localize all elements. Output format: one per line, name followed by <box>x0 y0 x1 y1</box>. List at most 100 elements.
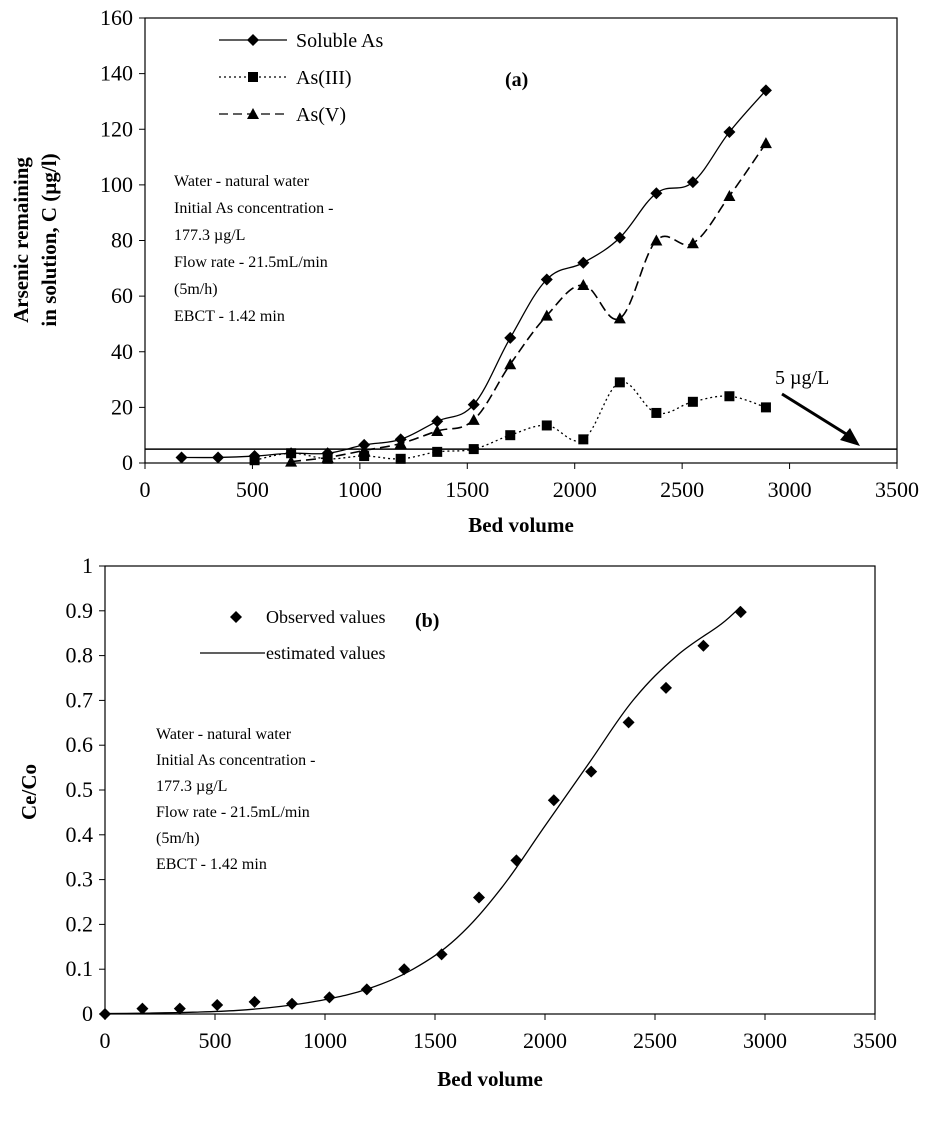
chart-a-legend: Soluble As As(III) As(V) <box>219 30 383 126</box>
chart-a-point-soluble-as <box>650 187 663 200</box>
chart-a-point-as-iii <box>395 453 406 464</box>
chart-a-point-soluble-as <box>613 231 626 244</box>
chart-a-legend-label-as-v: As(V) <box>296 104 346 126</box>
chart-a-legend-marker-soluble-as <box>247 34 259 46</box>
chart-b-point-observed-values <box>136 1002 149 1015</box>
chart-a-point-as-iii <box>286 448 297 459</box>
chart-b-legend: Observed values estimated values <box>200 607 385 663</box>
chart-b-x-tick-label: 1000 <box>303 1028 347 1053</box>
chart-a-note-line-3: 177.3 µg/L <box>174 227 245 244</box>
chart-a-conditions-note: Water - natural water Initial As concent… <box>174 173 334 325</box>
chart-b: 0 500 1000 1500 2000 2500 3000 3500 0 0.1 0.2 0.3 0.… <box>17 553 897 1091</box>
chart-b-point-observed-values <box>734 606 747 619</box>
chart-b-point-observed-values <box>211 999 224 1012</box>
chart-a-y-tick-label: 160 <box>100 5 133 30</box>
chart-b-y-tick-label: 0.3 <box>66 867 94 892</box>
chart-a-point-as-v <box>285 455 298 467</box>
chart-a-legend-item-soluble-as: Soluble As <box>219 30 383 52</box>
chart-b-y-tick-label: 0.2 <box>66 911 94 936</box>
chart-a-point-as-iii <box>614 377 625 388</box>
chart-b-panel-label: (b) <box>415 610 439 632</box>
chart-b-y-tick-label: 0.9 <box>66 598 94 623</box>
chart-b-y-tick-label: 0.6 <box>66 732 94 757</box>
chart-a-x-tick-label: 3000 <box>768 477 812 502</box>
chart-a-point-soluble-as <box>540 273 553 286</box>
chart-a-x-tick-label: 500 <box>236 477 269 502</box>
chart-a-point-as-iii <box>249 455 260 466</box>
chart-b-point-observed-values <box>286 997 298 1010</box>
chart-b-x-tick-label: 500 <box>199 1028 232 1053</box>
chart-b-point-observed-values <box>660 681 672 694</box>
chart-a-y-axis-label-line-2: in solution, C (µg/l) <box>37 153 61 326</box>
chart-b-series-line-estimated-values <box>104 605 742 1015</box>
chart-b-point-observed-values <box>697 639 710 652</box>
chart-b-point-observed-values <box>473 891 485 904</box>
chart-b-note-line-1: Water - natural water <box>156 726 292 743</box>
chart-a-point-soluble-as <box>577 256 590 269</box>
chart-a-point-as-v <box>540 309 553 321</box>
chart-a-point-as-v <box>431 425 444 437</box>
chart-a-y-tick-label: 0 <box>122 450 133 475</box>
chart-a-point-as-iii <box>760 402 771 413</box>
chart-b-legend-item-observed-values: Observed values <box>230 607 385 627</box>
chart-b-point-observed-values <box>323 991 336 1004</box>
chart-a-reference-label: 5 µg/L <box>775 367 829 389</box>
chart-a-point-as-v <box>358 444 371 456</box>
chart-b-legend-label-observed-values: Observed values <box>266 607 385 627</box>
chart-b-legend-label-estimated-values: estimated values <box>266 643 385 663</box>
chart-a-legend-label-as-iii: As(III) <box>296 67 352 89</box>
chart-b-y-axis-label: Ce/Co <box>17 764 41 820</box>
chart-a-point-soluble-as <box>723 126 736 139</box>
chart-b-y-tick-label: 1 <box>82 553 93 578</box>
chart-b-y-tick-label: 0 <box>82 1001 93 1026</box>
chart-a-point-soluble-as <box>759 84 772 97</box>
chart-a-note-line-2: Initial As concentration - <box>174 200 334 217</box>
chart-b-point-observed-values <box>435 948 448 961</box>
chart-a-x-tick-label: 1500 <box>445 477 489 502</box>
chart-a-note-line-6: EBCT - 1.42 min <box>174 308 285 325</box>
chart-b-point-observed-values <box>510 854 523 867</box>
chart-a-y-tick-label: 40 <box>111 339 133 364</box>
chart-a-point-soluble-as <box>504 331 517 344</box>
chart-b-y-tick-label: 0.4 <box>66 822 94 847</box>
chart-a-point-as-v <box>613 312 626 324</box>
chart-a-y-tick-label: 120 <box>100 116 133 141</box>
chart-b-x-tick-label: 2000 <box>523 1028 567 1053</box>
chart-b-point-observed-values <box>248 995 261 1008</box>
chart-b-x-axis-label: Bed volume <box>437 1067 543 1091</box>
chart-a-panel-label: (a) <box>505 69 528 91</box>
chart-a-y-tick-label: 100 <box>100 172 133 197</box>
chart-b-x-tick-label: 3500 <box>853 1028 897 1053</box>
chart-a-legend-marker-as-v <box>247 108 259 119</box>
chart-a-point-as-iii <box>432 446 443 457</box>
chart-b-note-line-5: (5m/h) <box>156 830 200 847</box>
chart-a-legend-marker-as-iii <box>248 72 258 82</box>
chart-a-x-tick-label: 2500 <box>660 477 704 502</box>
chart-b-note-line-4: Flow rate - 21.5mL/min <box>156 804 310 821</box>
chart-a-point-as-v <box>723 190 736 201</box>
chart-a-point-soluble-as <box>175 451 188 464</box>
chart-a-y-axis-label-line-1: Arsenic remaining <box>9 157 33 323</box>
chart-b-point-observed-values <box>585 765 598 778</box>
chart-b-point-observed-values <box>360 983 373 996</box>
chart-a-x-tick-label: 3500 <box>875 477 919 502</box>
chart-a-point-as-v <box>577 279 590 290</box>
chart-b-x-tick-label: 1500 <box>413 1028 457 1053</box>
chart-a-point-as-v <box>467 413 480 425</box>
chart-b-point-observed-values <box>547 794 560 807</box>
chart-b-x-tick-label: 2500 <box>633 1028 677 1053</box>
chart-a-point-as-v <box>321 451 334 463</box>
chart-b-conditions-note: Water - natural water Initial As concent… <box>156 726 316 873</box>
chart-a-legend-item-as-v: As(V) <box>219 104 346 126</box>
chart-b-note-line-6: EBCT - 1.42 min <box>156 856 267 873</box>
chart-b-y-tick-label: 0.1 <box>66 956 94 981</box>
chart-b-legend-marker-observed-values <box>230 611 242 623</box>
chart-b-y-tick-label: 0.7 <box>66 687 94 712</box>
chart-a-x-tick-label: 1000 <box>338 477 382 502</box>
chart-a-y-tick-label: 20 <box>111 394 133 419</box>
chart-a-reference-arrow-shaft <box>781 392 852 439</box>
chart-b-note-line-3: 177.3 µg/L <box>156 778 227 795</box>
chart-a-point-as-iii <box>724 391 735 402</box>
chart-a-point-as-v <box>504 358 517 370</box>
